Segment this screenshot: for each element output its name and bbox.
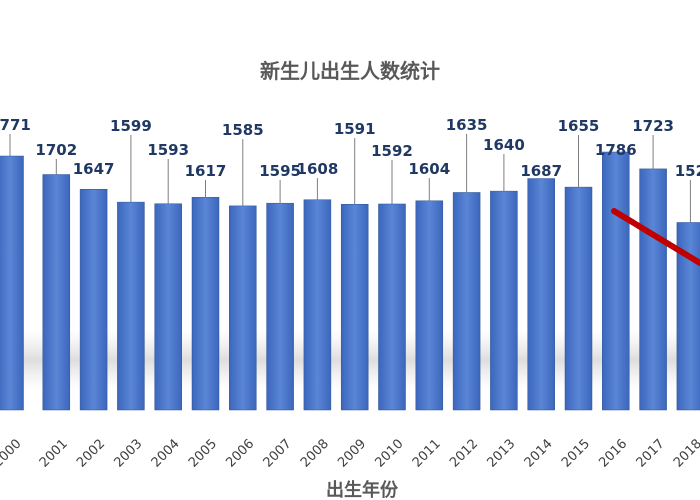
chart-title: 新生儿出生人数统计 — [260, 59, 440, 83]
x-tick-2005: 2005 — [186, 437, 220, 471]
bar-2001 — [42, 174, 71, 411]
bar-2013 — [490, 190, 518, 411]
x-tick-2001: 2001 — [37, 437, 71, 471]
bar-2009 — [340, 204, 369, 411]
red-trend-arrow — [611, 208, 700, 266]
x-tick-2015: 2015 — [559, 437, 593, 471]
x-tick-2003: 2003 — [111, 437, 145, 471]
data-label-2000: 1771 — [0, 116, 31, 134]
x-tick-2006: 2006 — [223, 437, 257, 471]
bar-2008 — [303, 199, 332, 411]
x-tick-labels-layer: 2000 2001 2002 2003 2004 2005 2006 2007 2008 2009… — [0, 437, 700, 471]
bar-2003 — [117, 201, 145, 411]
bar-2002 — [79, 189, 108, 411]
data-label-2017: 1723 — [632, 117, 674, 135]
x-tick-2009: 2009 — [335, 437, 369, 471]
x-tick-2010: 2010 — [373, 437, 407, 471]
leader-lines-layer — [9, 134, 691, 223]
x-tick-2000: 2000 — [0, 437, 25, 471]
x-tick-2007: 2007 — [261, 437, 295, 471]
x-tick-2011: 2011 — [410, 437, 444, 471]
data-label-2001: 1702 — [35, 141, 77, 159]
data-label-2003: 1599 — [110, 117, 152, 135]
bar-2014 — [527, 178, 555, 411]
bar-2000 — [0, 155, 24, 411]
data-label-2004: 1593 — [147, 141, 189, 159]
data-label-2015: 1655 — [558, 117, 600, 135]
x-tick-2018: 2018 — [671, 437, 700, 471]
x-tick-2002: 2002 — [74, 437, 108, 471]
data-label-2012: 1635 — [446, 116, 488, 134]
data-label-2011: 1604 — [408, 160, 450, 178]
data-label-2007: 1595 — [259, 162, 301, 180]
bar-2011 — [415, 200, 444, 411]
x-tick-2008: 2008 — [298, 437, 332, 471]
data-label-2002: 1647 — [73, 160, 115, 178]
bar-2006 — [229, 205, 257, 411]
bar-2007 — [266, 202, 294, 411]
data-label-2005: 1617 — [185, 162, 227, 180]
data-label-2009: 1591 — [334, 120, 376, 138]
data-label-2006: 1585 — [222, 121, 264, 139]
bar-2005 — [191, 197, 220, 411]
x-axis-label: 出生年份 — [326, 479, 399, 500]
data-label-2014: 1687 — [520, 162, 562, 180]
x-tick-2012: 2012 — [447, 437, 481, 471]
x-tick-2004: 2004 — [149, 437, 183, 471]
data-label-2010: 1592 — [371, 142, 413, 160]
x-tick-2017: 2017 — [634, 437, 668, 471]
bar-2012 — [452, 192, 481, 411]
x-tick-2014: 2014 — [522, 437, 556, 471]
data-label-2013: 1640 — [483, 136, 525, 154]
bar-2016 — [602, 151, 630, 411]
data-label-2018: 152 — [675, 162, 700, 180]
data-label-2016: 1786 — [595, 141, 637, 159]
bars-layer — [0, 151, 700, 411]
bar-2015 — [564, 186, 593, 411]
bar-2017 — [639, 168, 667, 411]
x-tick-2013: 2013 — [484, 437, 518, 471]
bar-2010 — [378, 203, 406, 411]
x-tick-2016: 2016 — [596, 437, 630, 471]
data-label-2008: 1608 — [297, 160, 339, 178]
bar-2004 — [154, 203, 182, 411]
